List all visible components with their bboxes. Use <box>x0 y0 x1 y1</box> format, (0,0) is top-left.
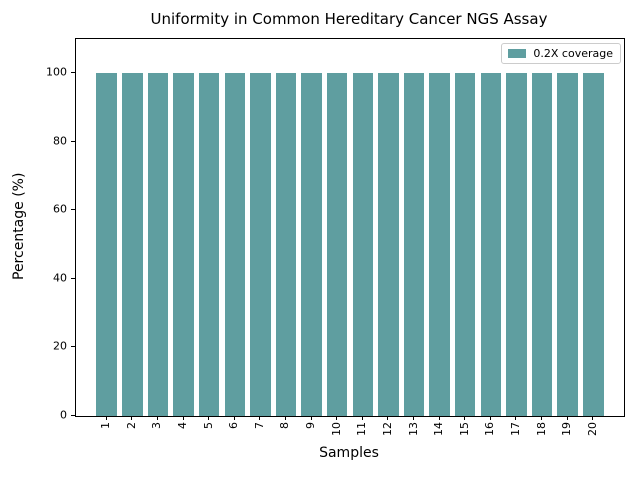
legend: 0.2X coverage <box>501 43 621 64</box>
x-tick-mark <box>541 416 543 420</box>
bar-sample-15 <box>454 73 476 416</box>
x-tick-mark <box>387 416 389 420</box>
bar-sample-2 <box>122 73 143 416</box>
x-tick-mark <box>464 416 466 420</box>
x-tick-mark <box>566 416 568 420</box>
x-tick-label: 6 <box>227 422 241 429</box>
x-tick-label: 4 <box>176 422 190 429</box>
bar-sample-18 <box>531 73 553 416</box>
y-tick-label: 40 <box>53 271 67 285</box>
bar-sample-19 <box>557 73 578 416</box>
y-tick-mark <box>71 277 75 279</box>
x-tick-label: 15 <box>457 422 471 436</box>
x-tick-mark <box>336 416 338 420</box>
y-axis-label: Percentage (%) <box>11 172 27 281</box>
x-tick-mark <box>361 416 363 420</box>
x-tick-mark <box>515 416 517 420</box>
x-tick-label: 9 <box>304 422 318 429</box>
y-tick-mark <box>71 140 75 142</box>
bar-sample-9 <box>301 73 322 416</box>
x-axis-label: Samples <box>319 445 379 461</box>
x-tick-label: 18 <box>534 422 548 436</box>
x-tick-label: 11 <box>355 422 369 436</box>
x-tick-label: 14 <box>432 422 446 436</box>
x-tick-mark <box>156 416 158 420</box>
x-tick-label: 3 <box>150 422 164 429</box>
x-tick-mark <box>208 416 210 420</box>
y-tick-label: 20 <box>53 339 67 353</box>
y-tick-mark <box>71 346 75 348</box>
x-tick-mark <box>259 416 261 420</box>
x-tick-mark <box>105 416 107 420</box>
x-tick-label: 13 <box>406 422 420 436</box>
bar-sample-10 <box>326 73 348 416</box>
x-tick-mark <box>284 416 286 420</box>
x-tick-mark <box>233 416 235 420</box>
bar-sample-4 <box>173 73 194 416</box>
y-tick-label: 60 <box>53 202 67 216</box>
bars-container <box>76 39 624 416</box>
x-tick-label: 19 <box>560 422 574 436</box>
y-tick-label: 80 <box>53 134 67 148</box>
x-tick-label: 8 <box>278 422 292 429</box>
x-tick-label: 12 <box>380 422 394 436</box>
x-tick-mark <box>438 416 440 420</box>
x-tick-mark <box>182 416 184 420</box>
bar-sample-12 <box>378 73 399 416</box>
x-tick-mark <box>413 416 415 420</box>
y-tick-label: 0 <box>60 408 67 422</box>
y-tick-mark <box>71 209 75 211</box>
bar-sample-3 <box>147 73 169 416</box>
x-tick-label: 10 <box>329 422 343 436</box>
x-tick-mark <box>310 416 312 420</box>
y-tick-mark <box>71 72 75 74</box>
bar-sample-17 <box>506 73 527 416</box>
x-tick-mark <box>131 416 133 420</box>
bar-sample-5 <box>198 73 220 416</box>
x-tick-mark <box>489 416 491 420</box>
legend-label: 0.2X coverage <box>533 47 613 60</box>
x-tick-label: 17 <box>508 422 522 436</box>
legend-swatch-icon <box>508 49 527 58</box>
x-tick-label: 1 <box>99 422 113 429</box>
plot-area: 0.2X coverage <box>75 38 625 417</box>
y-tick-mark <box>71 415 75 416</box>
x-tick-mark <box>592 416 594 420</box>
x-tick-label: 2 <box>124 422 138 429</box>
bar-sample-16 <box>480 73 502 416</box>
bar-sample-1 <box>96 73 117 416</box>
x-tick-label: 7 <box>252 422 266 429</box>
bar-sample-7 <box>250 73 271 416</box>
y-tick-label: 100 <box>46 65 67 79</box>
bar-sample-20 <box>583 73 604 416</box>
x-tick-label: 16 <box>483 422 497 436</box>
bar-sample-11 <box>352 73 374 416</box>
x-tick-label: 20 <box>585 422 599 436</box>
bar-sample-6 <box>224 73 245 416</box>
x-tick-label: 5 <box>201 422 215 429</box>
bar-sample-8 <box>275 73 297 416</box>
bar-sample-13 <box>403 73 425 416</box>
bar-sample-14 <box>429 73 450 416</box>
chart-title: Uniformity in Common Hereditary Cancer N… <box>150 10 548 28</box>
